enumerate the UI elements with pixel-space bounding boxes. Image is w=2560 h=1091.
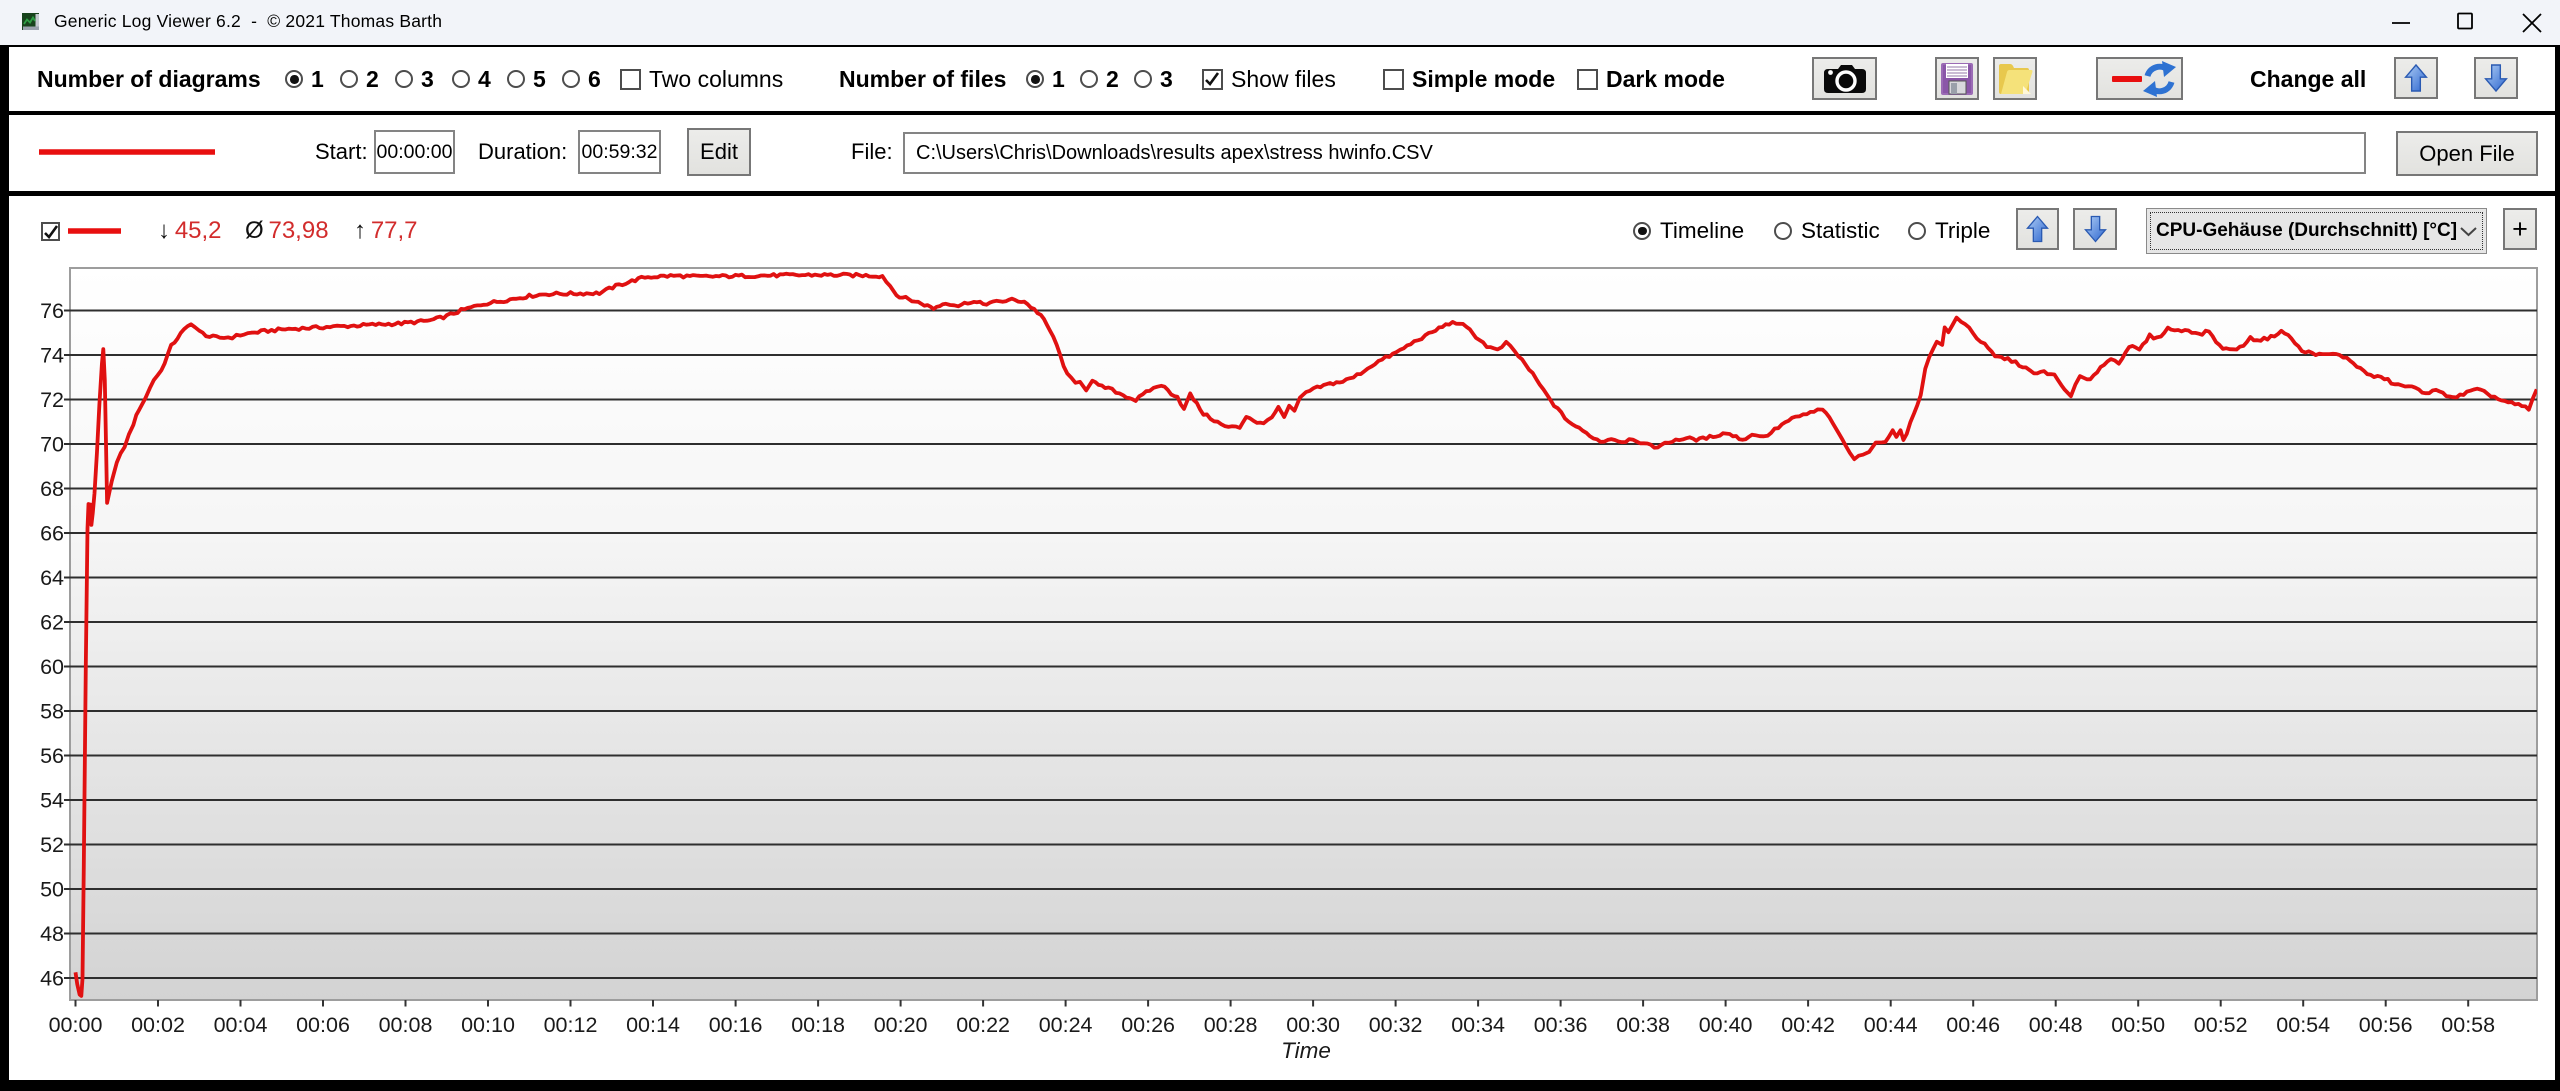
svg-text:00:56: 00:56 (2359, 1013, 2413, 1037)
svg-text:00:42: 00:42 (1781, 1013, 1835, 1037)
svg-text:00:22: 00:22 (956, 1013, 1010, 1037)
svg-text:76: 76 (40, 299, 64, 323)
svg-text:00:32: 00:32 (1369, 1013, 1423, 1037)
svg-text:68: 68 (40, 477, 64, 501)
svg-text:00:46: 00:46 (1946, 1013, 2000, 1037)
svg-text:Time: Time (1281, 1038, 1331, 1063)
svg-text:00:58: 00:58 (2441, 1013, 2495, 1037)
svg-text:74: 74 (40, 344, 64, 368)
svg-text:00:52: 00:52 (2194, 1013, 2248, 1037)
svg-text:00:26: 00:26 (1121, 1013, 1175, 1037)
svg-text:00:38: 00:38 (1616, 1013, 1670, 1037)
svg-text:00:54: 00:54 (2276, 1013, 2330, 1037)
svg-text:00:36: 00:36 (1534, 1013, 1588, 1037)
svg-text:00:00: 00:00 (49, 1013, 103, 1037)
svg-text:00:34: 00:34 (1451, 1013, 1505, 1037)
svg-text:64: 64 (40, 566, 64, 590)
svg-text:60: 60 (40, 655, 64, 679)
svg-text:00:12: 00:12 (544, 1013, 598, 1037)
svg-text:52: 52 (40, 833, 64, 857)
svg-text:72: 72 (40, 388, 64, 412)
svg-text:00:06: 00:06 (296, 1013, 350, 1037)
svg-text:00:14: 00:14 (626, 1013, 680, 1037)
svg-text:70: 70 (40, 433, 64, 457)
svg-text:58: 58 (40, 700, 64, 724)
svg-text:50: 50 (40, 878, 64, 902)
svg-text:00:20: 00:20 (874, 1013, 928, 1037)
svg-text:00:18: 00:18 (791, 1013, 845, 1037)
svg-text:00:16: 00:16 (709, 1013, 763, 1037)
svg-text:00:28: 00:28 (1204, 1013, 1258, 1037)
svg-text:00:30: 00:30 (1286, 1013, 1340, 1037)
svg-text:00:02: 00:02 (131, 1013, 185, 1037)
svg-text:46: 46 (40, 967, 64, 991)
svg-text:48: 48 (40, 922, 64, 946)
svg-text:56: 56 (40, 744, 64, 768)
svg-text:66: 66 (40, 522, 64, 546)
svg-text:00:44: 00:44 (1864, 1013, 1918, 1037)
svg-text:62: 62 (40, 611, 64, 635)
svg-text:00:10: 00:10 (461, 1013, 515, 1037)
svg-text:00:40: 00:40 (1699, 1013, 1753, 1037)
svg-text:00:04: 00:04 (214, 1013, 268, 1037)
svg-text:00:48: 00:48 (2029, 1013, 2083, 1037)
svg-text:54: 54 (40, 789, 64, 813)
svg-text:00:24: 00:24 (1039, 1013, 1093, 1037)
svg-text:00:50: 00:50 (2111, 1013, 2165, 1037)
svg-text:00:08: 00:08 (379, 1013, 433, 1037)
